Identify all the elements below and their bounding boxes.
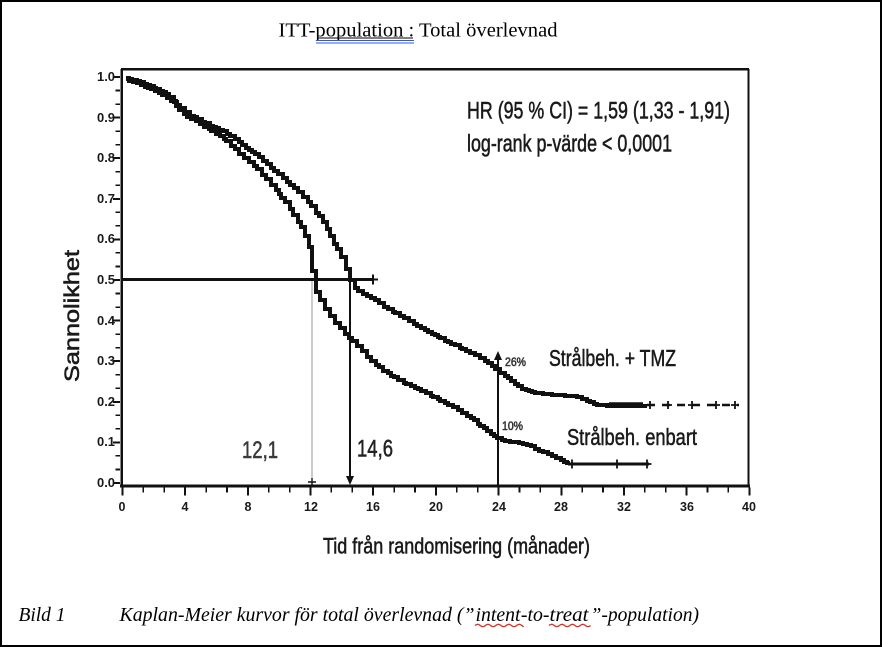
svg-text:treat: treat bbox=[550, 605, 590, 626]
svg-text:24: 24 bbox=[492, 500, 506, 514]
svg-text:0.1: 0.1 bbox=[97, 435, 115, 449]
svg-text:0.6: 0.6 bbox=[97, 232, 115, 246]
svg-text:Tid från randomisering (månade: Tid från randomisering (månader) bbox=[323, 534, 590, 559]
svg-text:0.5: 0.5 bbox=[97, 273, 115, 287]
svg-text:1.0: 1.0 bbox=[97, 70, 115, 84]
svg-text:0.0: 0.0 bbox=[97, 476, 115, 490]
svg-text:0: 0 bbox=[119, 500, 126, 514]
svg-text:Bild 1: Bild 1 bbox=[19, 605, 66, 626]
svg-text:32: 32 bbox=[617, 500, 631, 514]
svg-text:28: 28 bbox=[554, 500, 568, 514]
svg-text:-to-: -to- bbox=[521, 605, 550, 626]
svg-text:0.8: 0.8 bbox=[97, 151, 115, 165]
svg-text:40: 40 bbox=[742, 500, 756, 514]
svg-text:log-rank p-värde < 0,0001: log-rank p-värde < 0,0001 bbox=[467, 131, 672, 158]
svg-text:36: 36 bbox=[680, 500, 694, 514]
svg-text:12: 12 bbox=[304, 500, 318, 514]
svg-text:HR (95 % CI) = 1,59 (1,33 - 1,: HR (95 % CI) = 1,59 (1,33 - 1,91) bbox=[467, 98, 730, 125]
svg-text:4: 4 bbox=[182, 500, 189, 514]
svg-text:12,1: 12,1 bbox=[242, 437, 278, 464]
svg-text:20: 20 bbox=[429, 500, 443, 514]
svg-text:0.2: 0.2 bbox=[97, 395, 115, 409]
svg-text:Strålbeh. + TMZ: Strålbeh. + TMZ bbox=[549, 345, 676, 371]
svg-text:8: 8 bbox=[245, 500, 252, 514]
svg-text:Kaplan-Meier kurvor för total: Kaplan-Meier kurvor för total överlevnad… bbox=[118, 605, 474, 626]
svg-text:Strålbeh. enbart: Strålbeh. enbart bbox=[567, 424, 697, 450]
svg-text:”-population): ”-population) bbox=[591, 605, 700, 626]
svg-text:16: 16 bbox=[366, 500, 380, 514]
svg-text:0.3: 0.3 bbox=[97, 354, 115, 368]
svg-text:0.7: 0.7 bbox=[97, 192, 115, 206]
svg-text:0.4: 0.4 bbox=[97, 314, 115, 328]
svg-text:0.9: 0.9 bbox=[97, 111, 115, 125]
svg-text:14,6: 14,6 bbox=[357, 436, 393, 463]
svg-text:10%: 10% bbox=[502, 421, 523, 433]
svg-text:26%: 26% bbox=[505, 357, 526, 369]
svg-text:ITT-population : Total överlev: ITT-population : Total överlevnad bbox=[279, 19, 558, 41]
svg-text:intent: intent bbox=[476, 605, 522, 626]
svg-text:Sannolikhet: Sannolikhet bbox=[61, 250, 84, 382]
